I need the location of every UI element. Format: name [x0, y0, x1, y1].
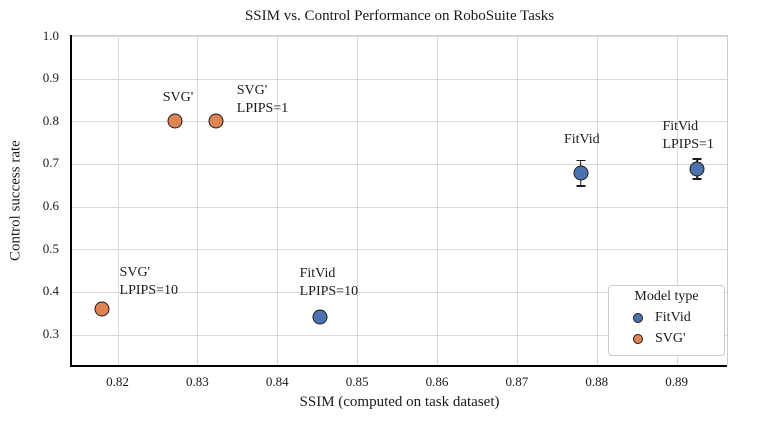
data-point-FitVid	[573, 165, 589, 181]
error-bar-cap-top	[692, 158, 702, 161]
y-tick-label: 0.6	[42, 198, 59, 214]
data-point-SVG	[208, 113, 224, 129]
gridline-vertical	[357, 36, 359, 365]
x-axis-label: SSIM (computed on task dataset)	[299, 394, 500, 410]
left-spine	[70, 35, 72, 365]
gridline-horizontal	[72, 249, 727, 251]
error-bar-cap-bottom	[576, 185, 586, 187]
data-point-FitVid	[689, 161, 705, 177]
point-annotation: FitVid LPIPS=1	[662, 119, 714, 153]
gridline-horizontal	[72, 36, 727, 37]
point-annotation: SVG' LPIPS=10	[119, 264, 179, 298]
legend-entry: SVG'	[615, 328, 718, 349]
error-bar-cap-top	[576, 159, 586, 162]
legend-entry-label: SVG'	[655, 330, 686, 346]
y-tick-label: 0.5	[42, 240, 59, 256]
point-annotation: SVG'	[162, 90, 194, 106]
bottom-spine	[70, 365, 727, 367]
y-tick-label: 1.0	[42, 27, 59, 43]
legend-marker-icon	[633, 333, 643, 344]
gridline-vertical	[596, 36, 598, 365]
gridline-horizontal	[72, 206, 727, 208]
x-tick-label: 0.83	[186, 374, 209, 389]
point-annotation: FitVid LPIPS=10	[299, 266, 359, 300]
error-bar-cap-bottom	[692, 178, 702, 180]
x-tick-label: 0.87	[505, 374, 529, 389]
x-tick-label: 0.88	[585, 374, 609, 389]
point-annotation: SVG' LPIPS=1	[236, 83, 289, 117]
x-tick-label: 0.86	[425, 374, 449, 389]
y-tick-label: 0.4	[42, 283, 59, 299]
gridline-vertical	[117, 36, 119, 365]
gridline-vertical	[277, 36, 279, 365]
chart-title: SSIM vs. Control Performance on RoboSuit…	[244, 8, 555, 24]
legend-marker-icon	[633, 312, 643, 323]
legend-entry: FitVid	[615, 307, 718, 328]
x-tick-label: 0.82	[106, 374, 129, 389]
gridline-horizontal	[72, 121, 727, 123]
point-annotation: FitVid	[563, 132, 600, 148]
gridline-vertical	[676, 36, 678, 365]
gridline-horizontal	[72, 78, 727, 80]
gridline-vertical	[516, 36, 518, 365]
gridline-vertical	[437, 36, 439, 365]
y-tick-label: 0.8	[42, 112, 59, 128]
gridline-horizontal	[72, 291, 727, 293]
x-tick-label: 0.89	[665, 374, 689, 389]
y-tick-label: 0.3	[42, 326, 59, 342]
gridline-horizontal	[72, 163, 727, 165]
legend-title: Model type	[634, 289, 699, 304]
x-tick-label: 0.85	[345, 374, 369, 389]
gridline-vertical	[197, 36, 199, 365]
legend: Model type FitVid SVG'	[608, 285, 725, 356]
data-point-SVG	[94, 301, 110, 317]
legend-entry-label: FitVid	[655, 309, 691, 325]
x-tick-label: 0.84	[265, 374, 289, 389]
data-point-FitVid	[312, 309, 328, 325]
data-point-SVG	[167, 113, 183, 129]
gridline-horizontal	[72, 334, 727, 336]
top-spine	[72, 34, 729, 36]
right-spine	[727, 34, 729, 365]
y-tick-label: 0.7	[42, 155, 59, 171]
y-tick-label: 0.9	[42, 70, 59, 86]
